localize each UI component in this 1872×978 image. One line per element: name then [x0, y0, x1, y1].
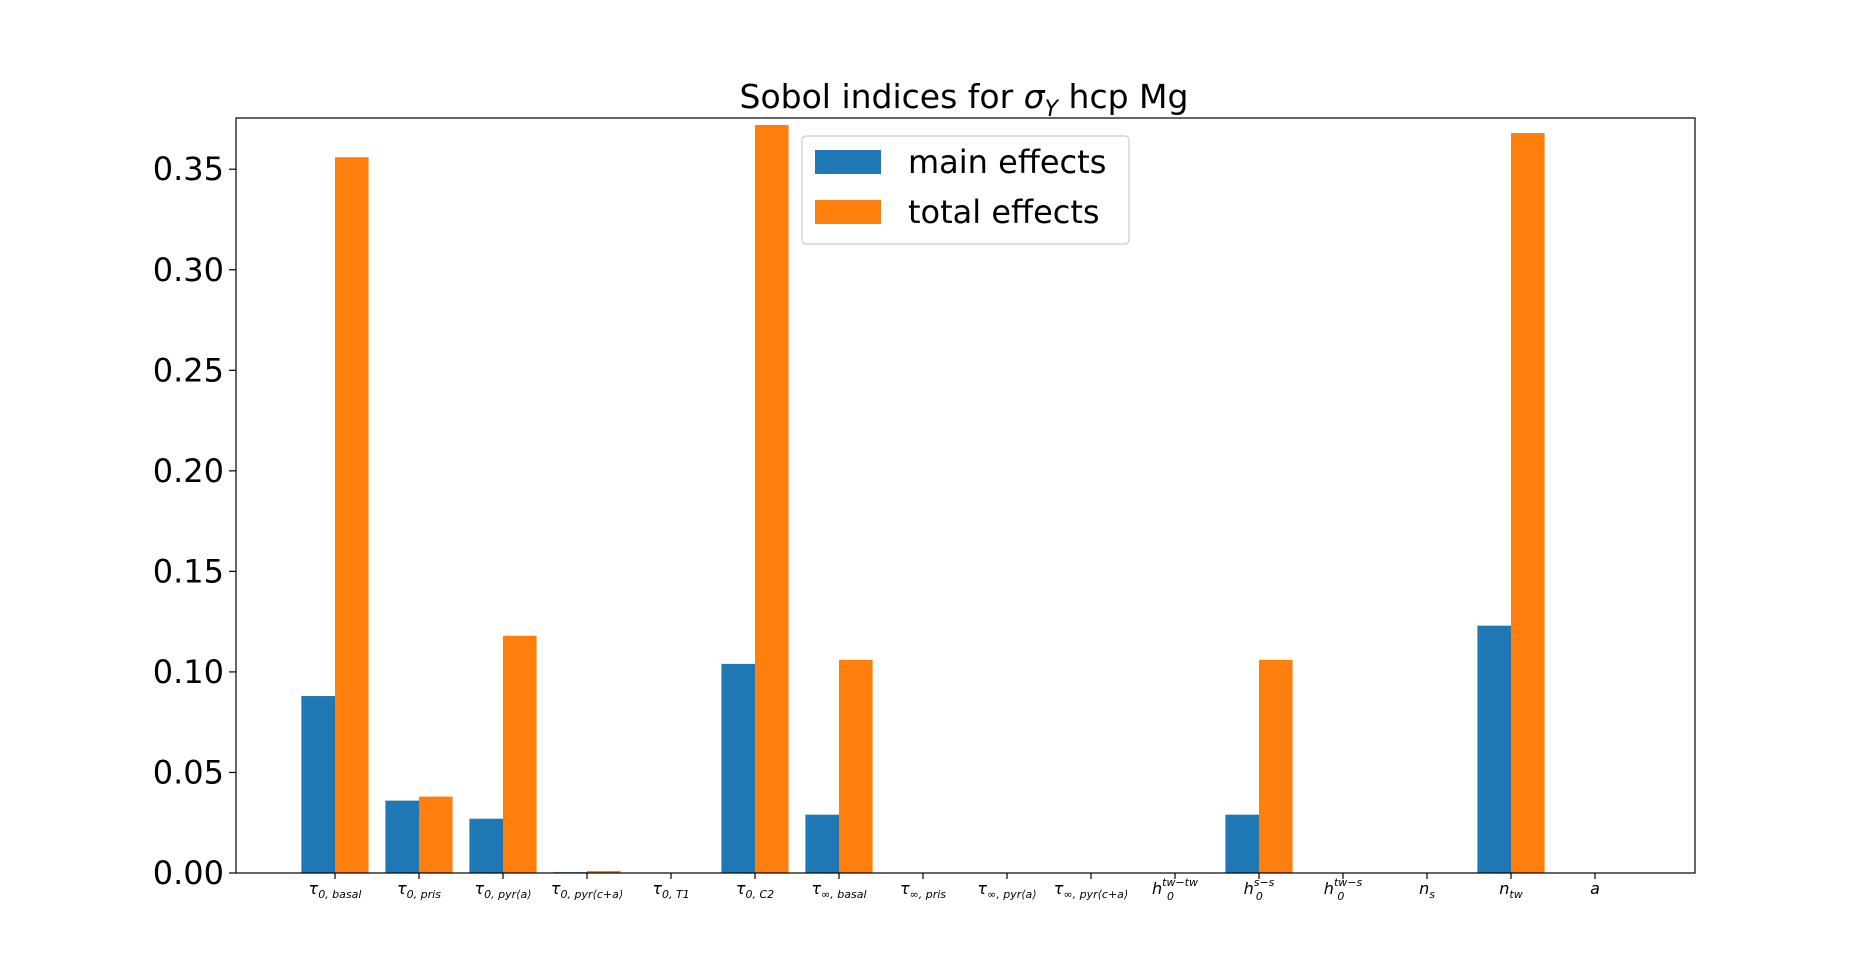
y-tick-label-0: 0.00 — [153, 854, 224, 892]
total-effects-bar-14 — [1511, 133, 1545, 874]
x-axis: τ0, basal τ0, pris τ0, pyr⟨a⟩ τ0, pyr⟨c+a⟩ τ… — [309, 873, 1600, 903]
x-tick-label-14: ntw — [1499, 879, 1522, 901]
y-tick-label-5: 0.25 — [153, 351, 224, 389]
x-tick-label-15: a — [1590, 879, 1600, 898]
x-tick-label-12: htw−s 0 — [1324, 876, 1363, 903]
total-effects-bar-0 — [335, 157, 369, 873]
main-effects-bar-14 — [1477, 625, 1511, 873]
y-tick-label-4: 0.20 — [153, 452, 224, 490]
chart-title: Sobol indices for σY hcp Mg — [740, 77, 1189, 122]
x-tick-label-1: τ0, pris — [397, 879, 441, 901]
x-tick-label-4: τ0, T1 — [652, 879, 689, 901]
x-tick-label-9: τ∞, pyr⟨c+a⟩ — [1054, 879, 1128, 901]
x-tick-label-8: τ∞, pyr⟨a⟩ — [977, 879, 1036, 901]
legend-swatch-1 — [815, 200, 881, 224]
x-tick-label-10: htw−tw 0 — [1152, 876, 1198, 903]
y-axis: 0.00 0.05 0.10 0.15 0.20 0.25 0.30 0.35 — [153, 150, 236, 892]
y-tick-label-3: 0.15 — [153, 552, 224, 590]
y-tick-label-7: 0.35 — [153, 150, 224, 188]
legend-swatch-0 — [815, 150, 881, 174]
total-effects-bar-1 — [419, 796, 453, 873]
x-tick-label-5: τ0, C2 — [736, 879, 774, 901]
main-effects-bar-0 — [301, 696, 335, 873]
bars-group — [301, 124, 1545, 874]
total-effects-bar-2 — [503, 635, 537, 873]
total-effects-bar-11 — [1259, 659, 1293, 873]
main-effects-bar-5 — [721, 663, 755, 873]
main-effects-bar-2 — [469, 818, 503, 873]
plot-frame — [235, 117, 1696, 874]
x-tick-label-2: τ0, pyr⟨a⟩ — [475, 879, 532, 901]
y-tick-label-6: 0.30 — [153, 251, 224, 289]
legend-box — [801, 135, 1130, 245]
x-tick-label-7: τ∞, pris — [900, 879, 946, 901]
legend-label-0: main effects — [908, 143, 1106, 181]
y-tick-label-1: 0.05 — [153, 753, 224, 791]
total-effects-bar-5 — [755, 124, 789, 873]
x-tick-label-13: ns — [1419, 879, 1435, 901]
y-tick-label-2: 0.10 — [153, 653, 224, 691]
main-effects-bar-1 — [385, 800, 419, 873]
total-effects-bar-3 — [587, 870, 621, 873]
x-tick-label-3: τ0, pyr⟨c+a⟩ — [551, 879, 623, 901]
main-effects-bar-11 — [1225, 814, 1259, 873]
x-tick-label-0: τ0, basal — [309, 879, 362, 901]
main-effects-bar-6 — [805, 814, 839, 873]
legend: main effects total effects — [801, 135, 1130, 245]
x-tick-label-6: τ∞, basal — [811, 879, 866, 901]
total-effects-bar-6 — [839, 659, 873, 873]
x-tick-label-11: hs−s 0 — [1244, 876, 1275, 903]
legend-label-1: total effects — [908, 193, 1100, 231]
